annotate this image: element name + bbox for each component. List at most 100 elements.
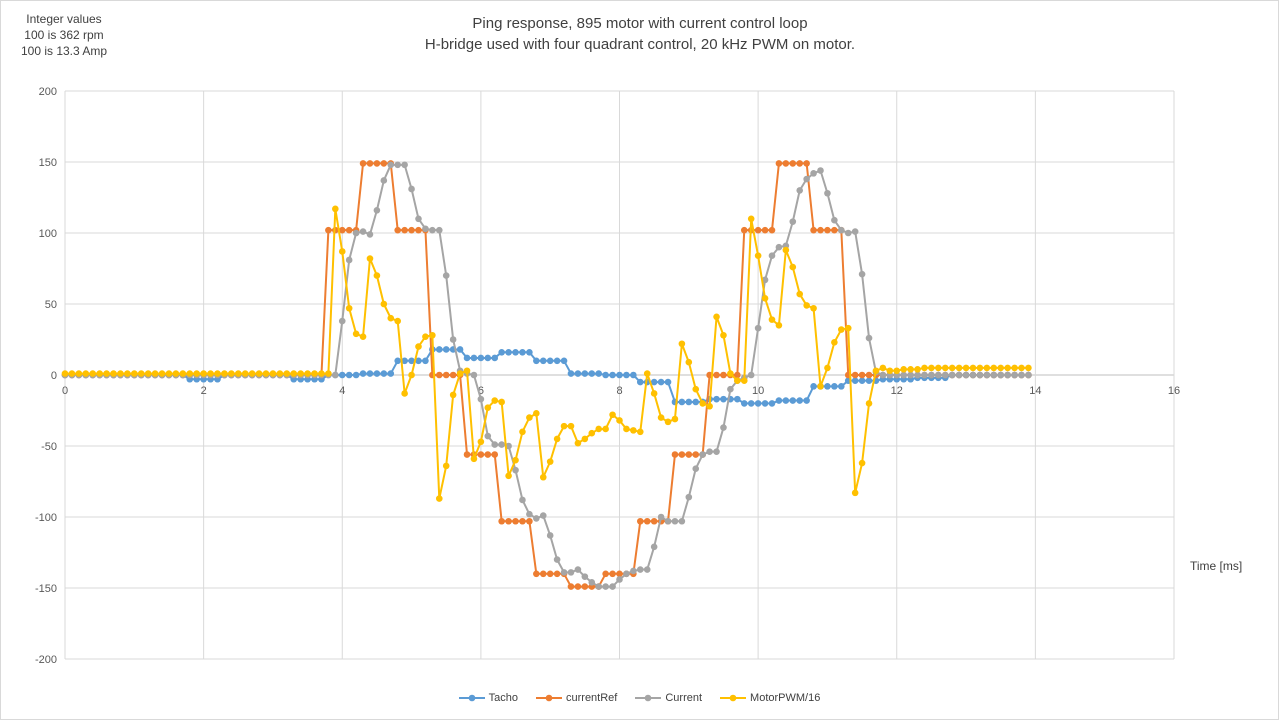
data-point-motorpwm-16: [491, 397, 499, 404]
data-point-tacho: [775, 397, 783, 404]
data-point-currentref: [505, 517, 512, 525]
data-point-currentref: [408, 226, 415, 234]
data-point-motorpwm-16: [429, 331, 436, 339]
legend-label: Current: [665, 692, 703, 704]
data-point-motorpwm-16: [131, 370, 138, 377]
data-point-tacho: [491, 354, 499, 362]
data-point-current: [879, 371, 887, 379]
data-point-tacho: [442, 346, 450, 353]
data-point-motorpwm-16: [297, 370, 304, 377]
data-point-current: [796, 187, 804, 194]
data-point-motorpwm-16: [255, 370, 263, 377]
data-point-current: [948, 371, 956, 379]
data-point-motorpwm-16: [269, 370, 277, 377]
data-point-motorpwm-16: [470, 455, 478, 463]
data-point-currentref: [678, 451, 686, 458]
data-point-tacho: [470, 354, 478, 362]
x-tick-label: 8: [616, 385, 622, 397]
data-point-tacho: [408, 357, 415, 365]
data-point-currentref: [824, 226, 831, 234]
data-point-currentref: [491, 451, 499, 458]
data-point-motorpwm-16: [574, 439, 582, 447]
data-point-motorpwm-16: [609, 411, 616, 419]
data-point-current: [526, 510, 533, 518]
data-point-current: [595, 583, 603, 590]
data-point-motorpwm-16: [727, 370, 734, 377]
data-point-current: [941, 371, 949, 379]
data-point-current: [900, 371, 907, 379]
data-point-tacho: [498, 348, 505, 356]
data-point-tacho: [533, 357, 540, 365]
data-point-current: [588, 579, 596, 586]
data-point-motorpwm-16: [907, 366, 914, 373]
data-point-motorpwm-16: [671, 415, 679, 423]
data-point-motorpwm-16: [921, 364, 928, 372]
data-point-current: [359, 228, 367, 235]
x-tick-label: 4: [339, 385, 345, 397]
data-point-motorpwm-16: [373, 272, 381, 279]
data-point-currentref: [345, 226, 353, 234]
data-point-motorpwm-16: [539, 473, 547, 481]
data-point-motorpwm-16: [1018, 364, 1025, 372]
data-point-current: [1025, 371, 1032, 379]
data-point-current: [491, 441, 499, 448]
data-point-current: [907, 371, 914, 379]
data-point-tacho: [512, 348, 519, 356]
data-point-current: [345, 256, 353, 264]
data-point-motorpwm-16: [124, 370, 131, 377]
data-point-motorpwm-16: [505, 472, 512, 480]
data-point-motorpwm-16: [304, 370, 311, 377]
data-point-current: [630, 567, 637, 575]
data-point-motorpwm-16: [955, 364, 963, 372]
y-tick-label: -100: [35, 512, 57, 524]
data-point-motorpwm-16: [914, 366, 921, 373]
data-point-current: [602, 583, 609, 590]
data-point-current: [976, 371, 984, 379]
data-point-tacho: [713, 395, 720, 403]
data-point-current: [546, 532, 554, 539]
data-point-tacho: [782, 397, 790, 404]
data-point-currentref: [546, 570, 554, 578]
data-point-current: [1011, 371, 1018, 379]
data-point-tacho: [338, 371, 346, 379]
data-point-motorpwm-16: [602, 425, 609, 433]
data-point-motorpwm-16: [117, 370, 124, 377]
data-point-tacho: [394, 357, 402, 365]
data-point-current: [789, 218, 797, 225]
data-point-motorpwm-16: [214, 370, 221, 377]
data-point-current: [685, 493, 693, 501]
data-point-motorpwm-16: [567, 422, 575, 430]
data-point-tacho: [387, 370, 395, 377]
data-point-current: [1018, 371, 1025, 379]
data-point-tacho: [484, 354, 492, 362]
data-point-tacho: [630, 371, 637, 379]
data-point-tacho: [858, 377, 866, 384]
data-point-current: [609, 583, 616, 590]
data-point-motorpwm-16: [754, 252, 762, 260]
data-point-motorpwm-16: [442, 462, 450, 470]
legend-marker-icon: [720, 694, 747, 702]
data-point-tacho: [588, 370, 596, 377]
data-point-motorpwm-16: [186, 370, 194, 377]
data-point-current: [713, 448, 720, 455]
data-point-tacho: [380, 370, 388, 377]
data-point-motorpwm-16: [110, 370, 117, 377]
data-point-motorpwm-16: [595, 425, 603, 433]
data-point-current: [921, 371, 928, 379]
data-point-motorpwm-16: [359, 333, 367, 340]
data-point-current: [817, 167, 824, 174]
data-point-tacho: [602, 371, 609, 379]
data-point-current: [657, 513, 665, 521]
data-point-motorpwm-16: [1004, 364, 1011, 372]
data-point-motorpwm-16: [89, 370, 97, 377]
data-point-motorpwm-16: [283, 370, 291, 377]
data-point-tacho: [553, 357, 561, 365]
data-point-motorpwm-16: [976, 364, 984, 372]
data-point-current: [581, 573, 589, 580]
data-point-tacho: [623, 371, 630, 379]
y-tick-label: 150: [39, 157, 57, 169]
data-point-tacho: [636, 378, 644, 386]
units-note: Integer values 100 is 362 rpm 100 is 13.…: [0, 11, 128, 59]
data-point-tacho: [477, 354, 485, 362]
data-point-motorpwm-16: [449, 391, 457, 399]
